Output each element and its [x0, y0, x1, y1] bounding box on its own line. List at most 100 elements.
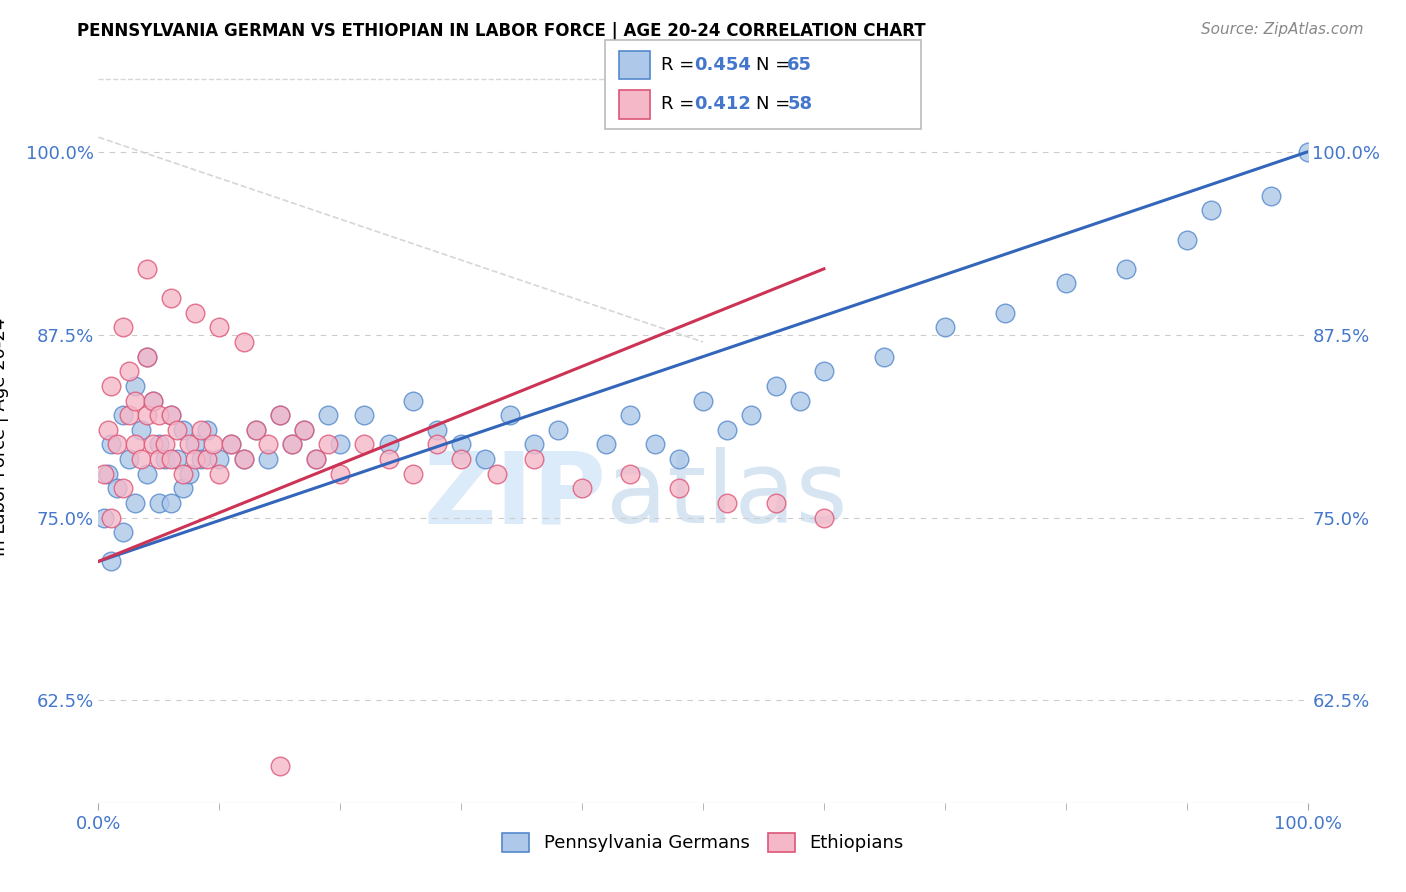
Text: 65: 65: [787, 56, 813, 74]
Point: [166, 452, 188, 467]
Text: R =: R =: [661, 56, 700, 74]
Point: [232, 334, 254, 349]
Point: [118, 364, 141, 378]
Point: [316, 408, 339, 422]
Point: [450, 437, 472, 451]
Point: [813, 364, 835, 378]
Point: [160, 408, 183, 422]
Point: [740, 408, 762, 422]
Point: [111, 408, 134, 422]
Point: [305, 452, 328, 467]
Text: atlas: atlas: [606, 447, 848, 544]
Point: [789, 393, 811, 408]
Point: [124, 496, 146, 510]
Point: [269, 759, 291, 773]
Point: [93, 467, 115, 481]
Point: [184, 306, 207, 320]
Point: [124, 437, 146, 451]
Point: [179, 467, 201, 481]
Point: [100, 510, 122, 524]
Point: [292, 423, 315, 437]
Point: [148, 452, 170, 467]
Point: [1296, 145, 1319, 159]
Point: [353, 437, 375, 451]
Point: [105, 437, 128, 451]
Point: [111, 320, 134, 334]
Point: [668, 452, 690, 467]
Point: [135, 261, 157, 276]
Point: [172, 481, 194, 495]
Point: [184, 437, 207, 451]
Point: [111, 525, 134, 540]
Point: [142, 393, 165, 408]
Point: [1199, 203, 1222, 218]
Point: [498, 408, 520, 422]
Point: [256, 437, 278, 451]
Point: [426, 423, 449, 437]
Point: [474, 452, 496, 467]
Text: N =: N =: [756, 95, 796, 113]
Point: [221, 437, 243, 451]
Point: [202, 437, 225, 451]
Point: [523, 452, 546, 467]
Point: [245, 423, 267, 437]
Point: [100, 437, 122, 451]
Point: [269, 408, 291, 422]
Text: PENNSYLVANIA GERMAN VS ETHIOPIAN IN LABOR FORCE | AGE 20-24 CORRELATION CHART: PENNSYLVANIA GERMAN VS ETHIOPIAN IN LABO…: [77, 22, 927, 40]
Point: [100, 379, 122, 393]
Point: [124, 379, 146, 393]
Point: [208, 320, 231, 334]
Point: [195, 452, 218, 467]
Text: R =: R =: [661, 95, 700, 113]
Point: [221, 437, 243, 451]
Point: [402, 467, 425, 481]
Point: [316, 437, 339, 451]
Point: [523, 437, 546, 451]
Point: [160, 291, 183, 305]
Point: [329, 467, 352, 481]
Point: [1115, 261, 1137, 276]
Point: [208, 452, 231, 467]
Point: [124, 393, 146, 408]
Point: [571, 481, 593, 495]
Point: [256, 452, 278, 467]
Point: [426, 437, 449, 451]
Point: [111, 481, 134, 495]
Point: [934, 320, 956, 334]
Point: [644, 437, 666, 451]
Point: [377, 452, 399, 467]
Point: [668, 481, 690, 495]
Text: 0.454: 0.454: [695, 56, 751, 74]
Point: [160, 452, 183, 467]
Point: [190, 423, 212, 437]
Point: [153, 452, 176, 467]
Point: [305, 452, 328, 467]
Text: ZIP: ZIP: [423, 447, 606, 544]
Legend: Pennsylvania Germans, Ethiopians: Pennsylvania Germans, Ethiopians: [495, 826, 911, 860]
Point: [486, 467, 509, 481]
Point: [281, 437, 304, 451]
Point: [619, 408, 641, 422]
Point: [184, 452, 207, 467]
Point: [160, 408, 183, 422]
Point: [813, 510, 835, 524]
Point: [190, 452, 212, 467]
Point: [172, 423, 194, 437]
Point: [765, 496, 787, 510]
Point: [1054, 277, 1077, 291]
Text: 58: 58: [787, 95, 813, 113]
Point: [329, 437, 352, 451]
Point: [1175, 233, 1198, 247]
Point: [765, 379, 787, 393]
Point: [118, 452, 141, 467]
Point: [172, 467, 194, 481]
Point: [148, 408, 170, 422]
Point: [195, 423, 218, 437]
Point: [142, 393, 165, 408]
Text: 0.412: 0.412: [695, 95, 751, 113]
Point: [547, 423, 569, 437]
Point: [377, 437, 399, 451]
Point: [402, 393, 425, 408]
Point: [93, 510, 115, 524]
Point: [148, 496, 170, 510]
